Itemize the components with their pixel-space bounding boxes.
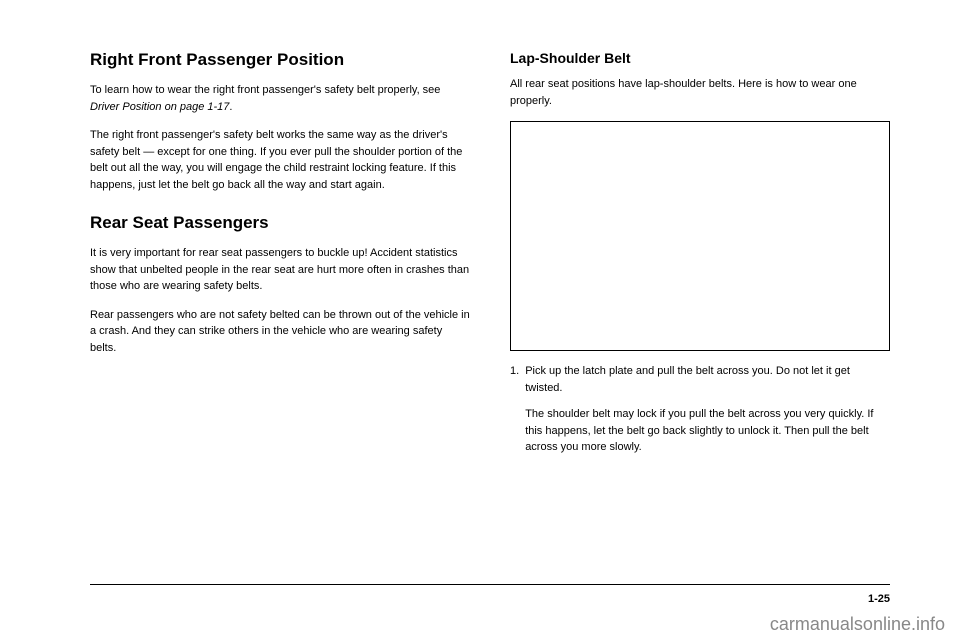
paragraph: To learn how to wear the right front pas… <box>90 82 470 115</box>
paragraph: Rear passengers who are not safety belte… <box>90 307 470 357</box>
subsection-heading-lap-shoulder: Lap-Shoulder Belt <box>510 50 890 66</box>
paragraph: The right front passenger's safety belt … <box>90 127 470 193</box>
watermark: carmanualsonline.info <box>770 614 945 635</box>
step-text: The shoulder belt may lock if you pull t… <box>525 406 890 456</box>
section-heading-right-front-passenger: Right Front Passenger Position <box>90 50 470 70</box>
right-column: Lap-Shoulder Belt All rear seat position… <box>510 50 890 540</box>
text-fragment: To learn how to wear the right front pas… <box>90 84 440 96</box>
step-text: Pick up the latch plate and pull the bel… <box>525 363 890 396</box>
paragraph: It is very important for rear seat passe… <box>90 245 470 295</box>
text-fragment: . <box>229 101 232 113</box>
numbered-step: 1. Pick up the latch plate and pull the … <box>510 363 890 456</box>
illustration-placeholder <box>510 121 890 351</box>
paragraph: All rear seat positions have lap-shoulde… <box>510 76 890 109</box>
step-content: Pick up the latch plate and pull the bel… <box>525 363 890 456</box>
section-heading-rear-seat: Rear Seat Passengers <box>90 213 470 233</box>
step-number: 1. <box>510 363 519 456</box>
page-number: 1-25 <box>868 593 890 605</box>
cross-reference: Driver Position on page 1-17 <box>90 101 229 113</box>
page-content: Right Front Passenger Position To learn … <box>0 0 960 560</box>
footer-divider <box>90 584 890 585</box>
left-column: Right Front Passenger Position To learn … <box>90 50 470 540</box>
